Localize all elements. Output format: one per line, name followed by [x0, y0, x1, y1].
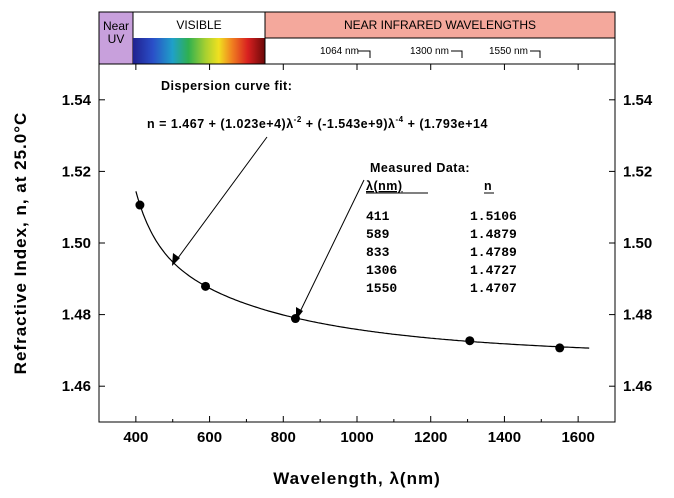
table-lambda-4: 1550: [366, 281, 397, 296]
mark-1064-tick: [358, 50, 371, 58]
data-point-0: [135, 200, 145, 210]
arrow-fit-head: [172, 253, 180, 266]
y-tick-right-label-4: 1.54: [623, 92, 653, 109]
y-tick-right-label-2: 1.50: [623, 235, 652, 252]
x-tick-label-5: 1400: [488, 429, 521, 446]
y-tick-right-label-0: 1.46: [623, 378, 652, 395]
table-n-2: 1.4789: [470, 245, 517, 260]
mark-1550-tick: [530, 50, 541, 58]
x-axis: 400 600 800 1000 1200 1400 1600: [98, 64, 616, 446]
table-lambda-0: 411: [366, 209, 390, 224]
table-lambda-1: 589: [366, 227, 390, 242]
table-n-1: 1.4879: [470, 227, 517, 242]
measured-table: 411 1.5106 589 1.4879 833 1.4789 1306 1.4727 155…: [366, 209, 517, 296]
y-axis: 1.46 1.48 1.50 1.52 1.54: [62, 92, 105, 395]
y-axis-right: 1.46 1.48 1.50 1.52 1.54: [609, 92, 653, 395]
arrow-data-line: [297, 179, 365, 317]
x-tick-label-2: 800: [271, 429, 296, 446]
table-lambda-2: 833: [366, 245, 390, 260]
mark-1300: 1300 nm: [410, 46, 449, 57]
mark-1300-tick: [451, 50, 463, 58]
mark-1064: 1064 nm: [320, 46, 359, 57]
table-n-3: 1.4727: [470, 263, 517, 278]
table-n-4: 1.4707: [470, 281, 517, 296]
y-tick-label-4: 1.54: [62, 92, 92, 109]
near-uv-label-1: Near: [103, 19, 129, 33]
y-axis-title: Refractive Index, n, at 25.0°C: [11, 112, 30, 375]
mark-1550: 1550 nm: [489, 46, 528, 57]
arrow-data-head: [296, 307, 303, 320]
x-tick-label-1: 600: [197, 429, 222, 446]
fit-equation-part2: + (-1.543e+9)λ: [302, 117, 396, 131]
table-n-0: 1.5106: [470, 209, 517, 224]
x-tick-label-6: 1600: [561, 429, 594, 446]
measured-title: Measured Data:: [370, 161, 470, 175]
data-point-4: [555, 343, 565, 353]
fit-equation-exp2: -4: [395, 115, 403, 124]
fit-curve: [135, 191, 590, 349]
y-tick-label-0: 1.46: [62, 378, 91, 395]
y-tick-label-2: 1.50: [62, 235, 91, 252]
near-uv-label-2: UV: [108, 32, 125, 46]
table-lambda-3: 1306: [366, 263, 397, 278]
data-point-1: [201, 281, 211, 291]
wavelength-band: Near UV VISIBLE NEAR INFRARED WAVELENGTH…: [98, 11, 616, 65]
fit-title: Dispersion curve fit:: [161, 79, 292, 93]
annotation-arrows: [172, 136, 365, 320]
x-axis-title: Wavelength, λ(nm): [273, 469, 441, 488]
visible-label: VISIBLE: [176, 18, 221, 32]
y-tick-label-1: 1.48: [62, 307, 91, 324]
x-tick-label-3: 1000: [340, 429, 373, 446]
visible-spectrum: [133, 38, 265, 64]
fit-equation-part1: n = 1.467 + (1.023e+4)λ: [147, 117, 294, 131]
col-lambda: λ(nm): [366, 179, 403, 193]
y-tick-right-label-3: 1.52: [623, 163, 652, 180]
y-tick-label-3: 1.52: [62, 163, 91, 180]
arrow-fit-line: [174, 136, 268, 263]
fit-equation: n = 1.467 + (1.023e+4)λ-2 + (-1.543e+9)λ…: [147, 115, 488, 131]
near-ir-label: NEAR INFRARED WAVELENGTHS: [344, 18, 536, 32]
near-ir-region: [264, 11, 616, 39]
fit-equation-part3: + (1.793e+14: [404, 117, 488, 131]
x-tick-label-0: 400: [123, 429, 148, 446]
y-tick-right-label-1: 1.48: [623, 307, 652, 324]
data-point-3: [465, 336, 475, 346]
near-uv-region: [98, 11, 134, 65]
x-tick-label-4: 1200: [414, 429, 447, 446]
near-ir-marks-area: [264, 37, 616, 65]
col-n: n: [484, 179, 492, 193]
fit-equation-exp1: -2: [294, 115, 302, 124]
